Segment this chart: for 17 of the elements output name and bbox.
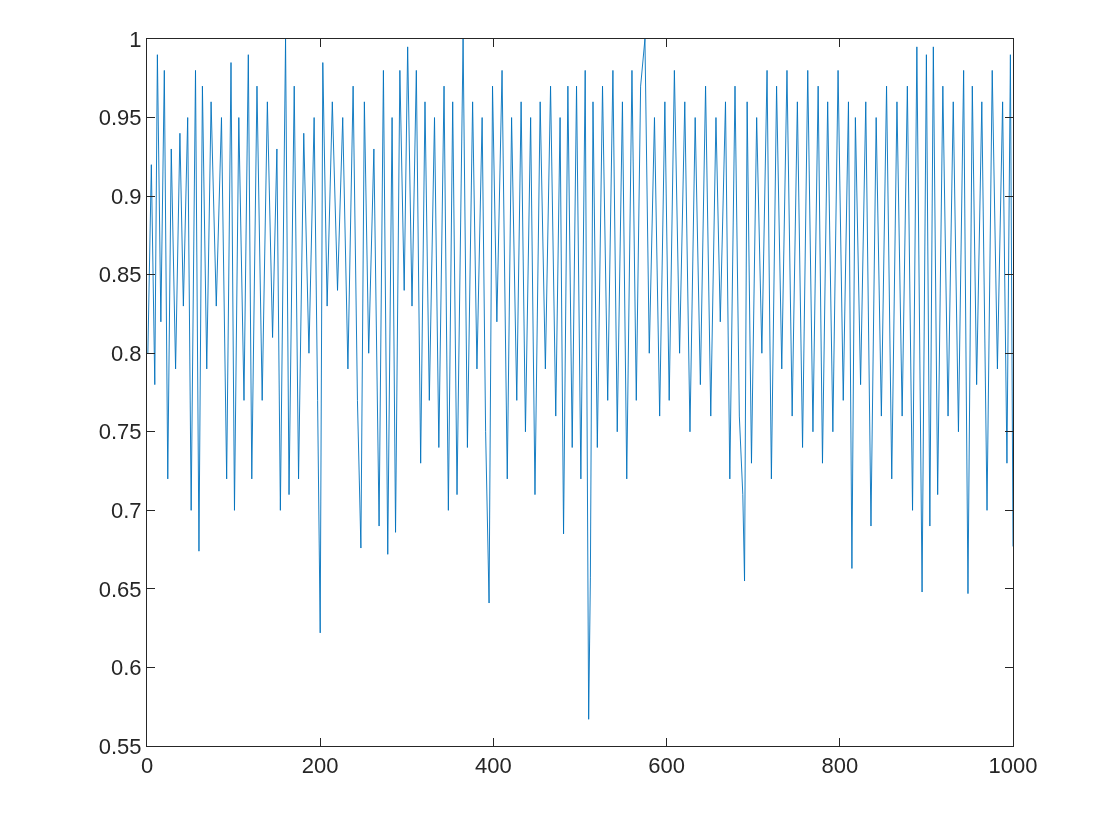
x-tick-label: 1000 — [988, 753, 1038, 779]
y-tick-label: 0.9 — [111, 183, 142, 209]
y-tick-label: 0.55 — [98, 733, 142, 759]
y-tick-label: 1 — [129, 26, 142, 52]
y-tick-label: 0.8 — [111, 340, 142, 366]
line-series — [147, 39, 1013, 720]
y-tick-label: 0.65 — [98, 576, 142, 602]
y-tick-label: 0.95 — [98, 105, 142, 131]
y-tick-label: 0.6 — [111, 655, 142, 681]
x-tick-label: 400 — [475, 753, 512, 779]
x-tick-label: 200 — [301, 753, 339, 779]
x-tick-label: 800 — [821, 753, 859, 779]
x-tick-label: 600 — [648, 753, 685, 779]
y-tick-label: 0.7 — [111, 498, 142, 524]
x-tick-label: 0 — [140, 753, 154, 779]
y-tick-label: 0.75 — [98, 419, 142, 445]
y-tick-label: 0.85 — [98, 262, 142, 288]
